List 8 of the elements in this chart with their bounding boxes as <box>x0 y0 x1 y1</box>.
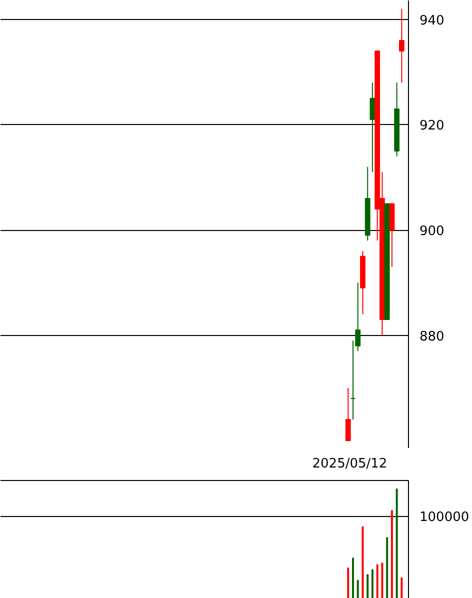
y-tick-label: 920 <box>420 118 444 134</box>
y-tick-label: 940 <box>420 13 444 28</box>
y-tick-label: 880 <box>420 329 444 344</box>
y-tick-label: 900 <box>420 224 444 240</box>
candlestick <box>345 387 351 442</box>
text: 2025/05/12 <box>312 456 388 472</box>
y-tick-label: 100000 <box>420 510 470 526</box>
candlestick <box>398 8 404 84</box>
